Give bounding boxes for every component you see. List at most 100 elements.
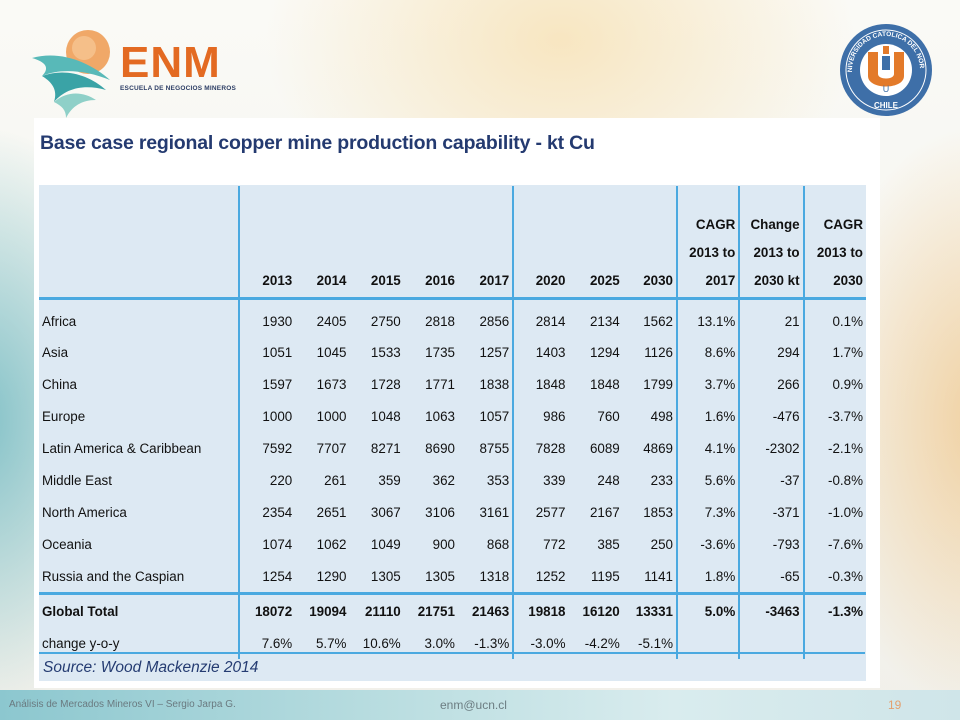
table-cell: 359	[378, 472, 401, 488]
table-cell: 1294	[589, 344, 620, 360]
table-cell: 2016	[403, 186, 458, 300]
table-cell: 1848	[589, 376, 620, 392]
header-line: 2013 to	[816, 245, 863, 260]
table-cell: 385	[597, 536, 620, 552]
row-label: Africa	[42, 313, 77, 329]
table-row: Europe 1000 1000 1048 1063 1057 986 760 498 1.6% -…	[39, 400, 866, 432]
table-cell: 10.6%	[362, 635, 401, 651]
row-label: Global Total	[39, 592, 239, 627]
table-cell: 1000	[237, 400, 296, 432]
table-cell: 2167	[589, 504, 620, 520]
row-label: Middle East	[42, 472, 112, 488]
row-label: Europe	[42, 408, 86, 424]
table-cell: -3463	[738, 592, 804, 627]
table-cell: 1074	[237, 528, 296, 560]
svg-text:U: U	[883, 84, 890, 94]
table-cell: 1057	[479, 408, 510, 424]
table-row: Asia 1051 1045 1533 1735 1257 1403 1294 1126 8.6%…	[39, 336, 866, 368]
table-cell: 2025	[568, 186, 623, 300]
table-row: Middle East 220 261 359 362 353 339 248 233 5.6% -…	[39, 464, 866, 496]
table-cell: 21	[738, 298, 804, 336]
table-cell: 339	[512, 464, 569, 496]
table-cell: 1.7%	[802, 336, 866, 368]
table-cell: 1000	[316, 408, 347, 424]
table-cell: 498	[650, 408, 673, 424]
table-cell: 0.1%	[802, 298, 866, 336]
table-cell: 900	[432, 536, 455, 552]
slide-title: Base case regional copper mine productio…	[40, 132, 595, 154]
header-line: 2030 kt	[754, 273, 800, 288]
production-table: 2013 2014 2015 2016 2017 2020 2025 2030 CAGR 2013…	[39, 186, 866, 659]
header-line: CAGR	[823, 217, 863, 232]
table-cell: 2014	[295, 186, 350, 300]
table-cell: 1838	[479, 376, 510, 392]
table-cell: 7828	[512, 432, 569, 464]
table-cell: -793	[738, 528, 804, 560]
table-cell: -65	[738, 560, 804, 594]
ucn-seal-icon: UNIVERSIDAD CATOLICA DEL NORTE CHILE U	[836, 17, 932, 116]
table-cell: 248	[597, 472, 620, 488]
header-line: 2013 to	[689, 245, 736, 260]
table-cell: 8755	[479, 440, 510, 456]
table-cell: 2577	[512, 496, 569, 528]
table-cell: 1673	[316, 376, 347, 392]
table-cell: 8690	[425, 440, 455, 456]
row-label: Oceania	[42, 536, 92, 552]
table-cell: 1195	[590, 568, 620, 584]
table-row: Russia and the Caspian 1254 1290 1305 1305 13…	[39, 560, 866, 594]
table-cell: 21751	[403, 592, 458, 627]
table-cell: 1562	[643, 313, 673, 329]
table-cell: -476	[738, 400, 804, 432]
table-cell: -0.3%	[802, 560, 866, 594]
footer-course: Análisis de Mercados Mineros VI – Sergio…	[9, 699, 236, 710]
enm-wordmark: ENM	[120, 38, 221, 87]
table-cell: 7.3%	[675, 496, 740, 528]
table-cell: 7707	[316, 440, 347, 456]
row-label: North America	[42, 504, 127, 520]
table-cell: 266	[738, 368, 804, 400]
table-row: Oceania 1074 1062 1049 900 868 772 385 250 -3.6% -…	[39, 528, 866, 560]
table-cell: 1252	[512, 560, 569, 594]
table-cell: 772	[512, 528, 569, 560]
header-cell: CAGR 2013 to 2030	[802, 186, 866, 300]
table-cell: 2013	[237, 186, 296, 300]
table-cell: 13331	[622, 592, 677, 627]
row-label: Latin America & Caribbean	[42, 440, 202, 456]
table-cell: 21463	[457, 592, 514, 627]
table-cell: 4.1%	[675, 432, 740, 464]
table-cell: 0.9%	[802, 368, 866, 400]
table-cell: -1.3%	[474, 635, 510, 651]
table-cell: 3067	[370, 504, 401, 520]
table-cell: 2015	[349, 186, 404, 300]
table-cell: 19094	[295, 592, 350, 627]
table-cell: 1254	[237, 560, 296, 594]
header-cell: CAGR 2013 to 2017	[675, 186, 740, 300]
table-row: Latin America & Caribbean 7592 7707 8271 869…	[39, 432, 866, 464]
table-cell: 18072	[237, 592, 296, 627]
table-cell: 2030	[622, 186, 677, 300]
table-total-row: Global Total 18072 19094 21110 21751 21463 198…	[39, 592, 866, 627]
table-cell: 2651	[316, 504, 347, 520]
table-cell: 1257	[479, 344, 510, 360]
table-cell: 1597	[237, 368, 296, 400]
table-cell: 19818	[512, 592, 569, 627]
table-cell: 21110	[349, 592, 404, 627]
table-cell: 1318	[479, 568, 510, 584]
table-cell: -2302	[738, 432, 804, 464]
enm-subtitle: ESCUELA DE NEGOCIOS MINEROS	[120, 85, 237, 92]
table-cell: 294	[738, 336, 804, 368]
table-cell: 1063	[425, 408, 455, 424]
table-cell: 2405	[316, 313, 347, 329]
table-cell: 8271	[370, 440, 401, 456]
table-cell: 1.8%	[675, 560, 740, 594]
table-cell: 1533	[370, 344, 401, 360]
table-cell: 1126	[644, 344, 673, 360]
header-line: 2013 to	[753, 245, 800, 260]
table-cell: 1141	[644, 568, 673, 584]
table-cell: -371	[738, 496, 804, 528]
table-cell: 5.0%	[675, 592, 740, 627]
table-cell: 1048	[370, 408, 401, 424]
table-cell: 13.1%	[675, 298, 740, 336]
table-cell: 1290	[316, 568, 347, 584]
ucn-seal-logo: UNIVERSIDAD CATOLICA DEL NORTE CHILE U	[836, 17, 934, 118]
